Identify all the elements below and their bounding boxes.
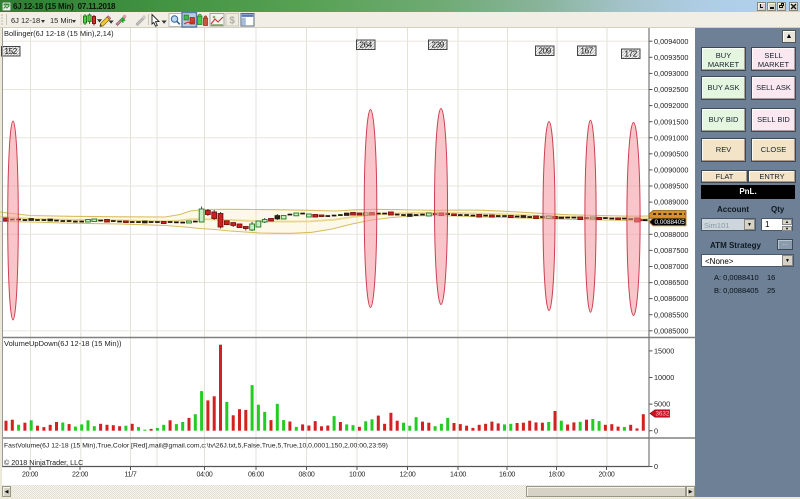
svg-text:08:00: 08:00 [298,472,314,479]
svg-text:0,0094000: 0,0094000 [654,37,689,46]
svg-text:0,0089000: 0,0089000 [654,198,689,207]
svg-text:Bollinger(6J 12-18 (15 Min),2,: Bollinger(6J 12-18 (15 Min),2,14) [4,29,114,38]
svg-text:15000: 15000 [654,347,674,356]
svg-text:0,0090500: 0,0090500 [654,149,689,158]
svg-text:$: $ [229,15,235,26]
svg-text:0,0087000: 0,0087000 [654,262,689,271]
svg-text:VolumeUpDown(6J 12-18 (15 Min): VolumeUpDown(6J 12-18 (15 Min)) [4,339,122,348]
svg-text:20:00: 20:00 [22,472,38,479]
svg-text:0,0085500: 0,0085500 [654,310,689,319]
svg-text:0,0092500: 0,0092500 [654,85,689,94]
svg-text:© 2018 NinjaTrader, LLC: © 2018 NinjaTrader, LLC [4,458,83,467]
svg-text:209: 209 [538,47,551,56]
svg-text:20:00: 20:00 [598,472,614,479]
svg-text:0,0086500: 0,0086500 [654,278,689,287]
svg-text:0,0089500: 0,0089500 [654,182,689,191]
svg-text:172: 172 [624,50,637,59]
svg-text:167: 167 [580,47,593,56]
svg-text:5000: 5000 [654,400,670,409]
svg-text:0,0090000: 0,0090000 [654,166,689,175]
svg-text:0: 0 [654,462,658,471]
svg-text:10:00: 10:00 [349,472,365,479]
svg-text:04:00: 04:00 [196,472,212,479]
svg-text:0,0093500: 0,0093500 [654,53,689,62]
svg-text:239: 239 [431,41,444,50]
svg-text:0,0091500: 0,0091500 [654,117,689,126]
svg-text:0,0093000: 0,0093000 [654,69,689,78]
svg-text:0,0085000: 0,0085000 [654,326,689,335]
svg-text:06:00: 06:00 [248,472,264,479]
svg-text:264: 264 [359,41,372,50]
svg-text:3632: 3632 [656,411,670,418]
svg-text:22:00: 22:00 [72,472,88,479]
svg-text:0,0086000: 0,0086000 [654,294,689,303]
svg-text:0,0088405: 0,0088405 [655,219,686,226]
svg-text:18:00: 18:00 [548,472,564,479]
svg-text:11/7: 11/7 [125,472,137,479]
svg-text:10000: 10000 [654,373,674,382]
svg-text:152: 152 [4,47,17,56]
svg-text:14:00: 14:00 [450,472,466,479]
svg-text:0,0091000: 0,0091000 [654,133,689,142]
svg-text:FastVolume(6J 12-18 (15 Min),T: FastVolume(6J 12-18 (15 Min),True,Color … [4,443,388,450]
svg-text:0: 0 [654,426,658,435]
svg-text:16:00: 16:00 [499,472,515,479]
svg-text:0,0088000: 0,0088000 [654,230,689,239]
svg-text:12:00: 12:00 [399,472,415,479]
svg-text:0,0092000: 0,0092000 [654,101,689,110]
svg-text:0,0087500: 0,0087500 [654,246,689,255]
